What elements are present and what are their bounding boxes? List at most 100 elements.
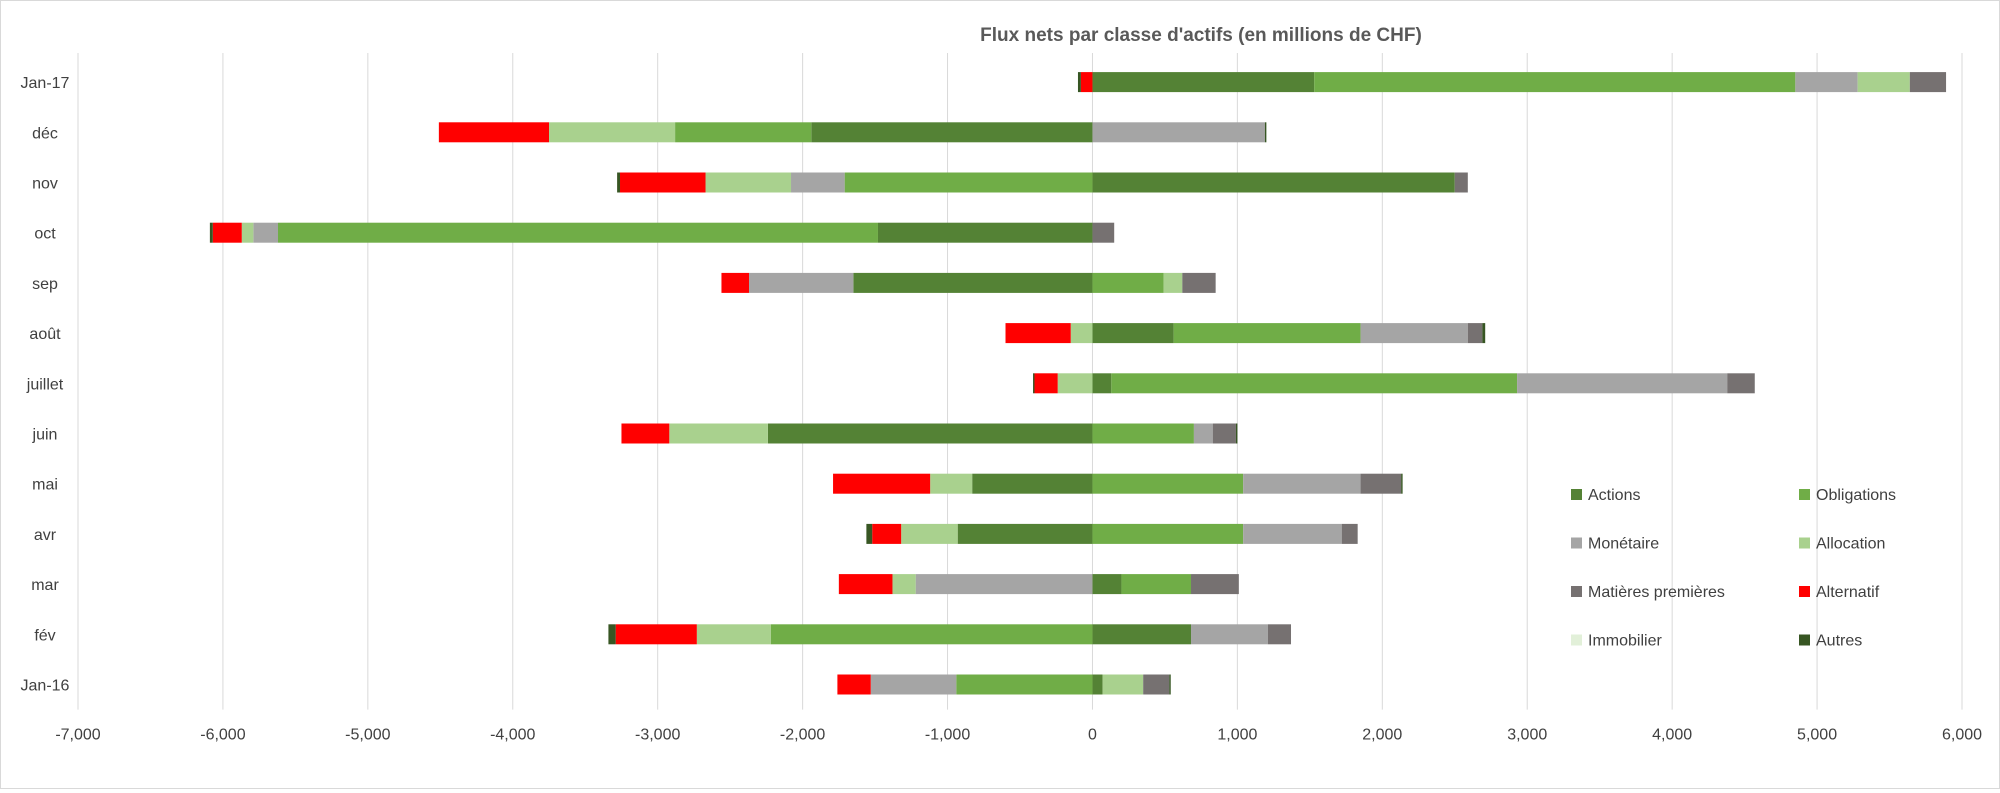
legend-label: Autres [1816,633,1862,650]
bar-segment [1102,674,1144,695]
bar-segment [748,272,854,293]
bar-segment [956,674,1093,695]
bar-segment [1857,72,1910,93]
bar-segment [1092,674,1103,695]
bar-segment [1033,373,1035,394]
bar-segment [1360,473,1402,494]
x-tick-label: -7,000 [55,727,100,744]
bar-segment [1092,373,1112,394]
bar-segment [1360,323,1468,344]
bar-segment [870,674,957,695]
bar-segment [1092,523,1244,544]
bar-segment [1092,624,1192,645]
y-category-label: juin [32,427,58,444]
x-tick-label: -1,000 [925,727,970,744]
bar-segment [1795,72,1858,93]
legend-swatch [1571,586,1582,597]
bar-segment [1243,473,1361,494]
bar-segment [1212,423,1236,444]
bar-segment [930,473,973,494]
legend-swatch [1799,634,1810,646]
legend-swatch [1571,634,1582,646]
bar-segment [1121,574,1192,595]
legend-label: Actions [1588,487,1640,504]
bar-segment [1070,323,1093,344]
y-axis: Jan-17 déc nov oct sep août juillet juin mai avr m… [21,75,70,694]
x-tick-label: -4,000 [490,727,535,744]
bar-segment [1173,323,1361,344]
chart-title: Flux nets par classe d'actifs (en millio… [980,25,1422,46]
bar-segment [866,523,873,544]
bar-segment [241,222,254,243]
legend-label: Matières premières [1588,584,1725,601]
x-axis: -7,000 -6,000 -5,000 -4,000 -3,000 -2,000 -1,0… [55,727,1982,744]
y-category-label: sep [32,276,58,293]
y-category-label: déc [32,125,58,142]
x-tick-label: 4,000 [1652,727,1692,744]
bar-segment [901,523,958,544]
bar-segment [1454,172,1468,193]
legend-swatch [1799,586,1810,597]
bars-layer [209,72,1947,695]
bar-segment [1080,72,1093,93]
bar-segment [1191,624,1268,645]
bar-segment [675,122,812,143]
bar-segment [853,272,1093,293]
bar-segment [1092,122,1265,143]
legend-swatch [1571,537,1582,549]
bar-segment [811,122,1093,143]
bar-segment [838,574,893,595]
bar-segment [877,222,1093,243]
bar-segment [837,674,871,695]
bar-segment [669,423,768,444]
legend-label: Immobilier [1588,633,1662,650]
bar-segment [438,122,549,143]
y-category-label: avr [34,527,57,544]
y-category-label: nov [32,176,58,193]
y-category-label: mai [32,477,58,494]
x-tick-label: 1,000 [1217,727,1257,744]
bar-segment [608,624,616,645]
legend: Actions Obligations Monétaire Allocation Mat… [1571,487,1896,650]
x-tick-label: 6,000 [1942,727,1982,744]
bar-segment [1057,373,1093,394]
legend-label: Allocation [1816,536,1885,553]
legend-label: Alternatif [1816,584,1880,601]
bar-segment [767,423,1093,444]
bar-segment [696,624,771,645]
legend-swatch [1799,537,1810,549]
y-category-label: fév [34,627,55,644]
grid-layer [77,53,1963,710]
y-category-label: Jan-16 [21,678,70,695]
x-tick-label: 0 [1088,727,1097,744]
bar-segment [770,624,1093,645]
y-category-label: oct [34,226,56,243]
x-tick-label: 2,000 [1362,727,1402,744]
bar-segment [1314,72,1796,93]
bar-segment [1092,272,1164,293]
bar-segment [833,473,931,494]
bar-segment [972,473,1093,494]
legend-swatch [1571,489,1582,500]
y-category-label: août [29,326,61,343]
bar-segment [1077,72,1081,93]
bar-segment [617,172,621,193]
bar-segment [1182,272,1216,293]
bar-segment [1092,473,1244,494]
bar-segment [844,172,1093,193]
bar-segment [1163,272,1183,293]
bar-segment [791,172,845,193]
bar-segment [1482,323,1486,344]
bar-segment [1143,674,1170,695]
bar-segment [1517,373,1728,394]
bar-segment [549,122,676,143]
bar-segment [620,172,706,193]
legend-label: Obligations [1816,487,1896,504]
bar-segment [1267,624,1292,645]
bar-segment [1243,523,1342,544]
bar-segment [915,574,1093,595]
bar-segment [1341,523,1358,544]
bar-segment [1092,423,1194,444]
x-tick-label: -5,000 [345,727,390,744]
